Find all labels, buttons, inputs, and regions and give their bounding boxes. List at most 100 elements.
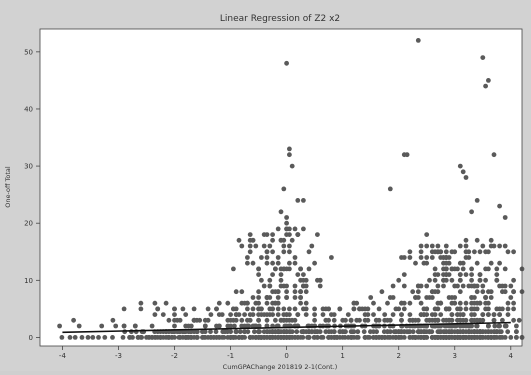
scatter-point xyxy=(191,329,197,335)
scatter-point xyxy=(256,329,261,335)
scatter-point xyxy=(160,312,166,317)
scatter-point xyxy=(390,312,396,317)
scatter-point xyxy=(511,317,516,323)
scatter-point xyxy=(231,266,236,272)
scatter-point xyxy=(169,335,175,340)
scatter-point xyxy=(463,323,469,329)
scatter-point xyxy=(354,335,360,340)
scatter-point xyxy=(401,283,407,289)
scatter-point xyxy=(497,203,502,209)
scatter-point xyxy=(401,300,407,306)
scatter-point xyxy=(245,329,251,335)
scatter-point xyxy=(228,323,234,329)
scatter-point xyxy=(410,317,416,323)
scatter-point xyxy=(477,277,483,283)
scatter-point xyxy=(466,249,472,255)
scatter-point xyxy=(85,335,91,340)
scatter-point xyxy=(261,232,267,238)
scatter-point xyxy=(270,289,275,295)
scatter-point xyxy=(415,283,421,289)
scatter-point xyxy=(432,317,438,323)
scatter-point xyxy=(457,323,463,329)
x-tick-label: 4 xyxy=(509,352,514,360)
scatter-point xyxy=(273,317,278,323)
scatter-point xyxy=(463,243,469,249)
scatter-point xyxy=(284,220,289,226)
scatter-point xyxy=(494,277,500,283)
scatter-point xyxy=(438,335,444,340)
scatter-point xyxy=(264,317,270,323)
scatter-point xyxy=(488,295,494,300)
scatter-point xyxy=(432,277,438,283)
scatter-point xyxy=(138,300,144,306)
scatter-point xyxy=(317,277,323,283)
scatter-point xyxy=(511,300,516,306)
scatter-point xyxy=(256,306,261,312)
scatter-point xyxy=(247,249,253,255)
scatter-point xyxy=(387,317,393,323)
scatter-point xyxy=(511,306,516,312)
scatter-point xyxy=(441,277,446,283)
scatter-point xyxy=(312,317,317,323)
scatter-point xyxy=(491,152,497,158)
scatter-point xyxy=(441,283,446,289)
scatter-point xyxy=(455,335,460,340)
scatter-point xyxy=(497,243,502,249)
scatter-point xyxy=(452,249,458,255)
scatter-point xyxy=(278,209,284,215)
scatter-point xyxy=(256,272,261,277)
scatter-point xyxy=(287,306,292,312)
scatter-point xyxy=(216,323,222,329)
scatter-point xyxy=(278,277,284,283)
scatter-point xyxy=(228,329,234,335)
scatter-point xyxy=(225,300,231,306)
scatter-point xyxy=(387,295,393,300)
scatter-point xyxy=(233,289,239,295)
scatter-point xyxy=(480,243,486,249)
scatter-point xyxy=(200,335,205,340)
x-tick-label: 1 xyxy=(340,352,344,360)
scatter-point xyxy=(284,266,289,272)
scatter-point xyxy=(424,255,430,260)
regression-line xyxy=(62,321,511,334)
scatter-point xyxy=(267,243,273,249)
scatter-point xyxy=(443,249,449,255)
scatter-point xyxy=(413,335,418,340)
scatter-point xyxy=(429,289,435,295)
scatter-point xyxy=(261,335,267,340)
scatter-point xyxy=(514,323,519,329)
scatter-point xyxy=(491,312,497,317)
scatter-point xyxy=(303,312,309,317)
scatter-point xyxy=(281,312,287,317)
scatter-point xyxy=(443,317,449,323)
scatter-point xyxy=(292,306,298,312)
scatter-point xyxy=(446,306,452,312)
scatter-point xyxy=(289,329,295,335)
scatter-point xyxy=(301,283,306,289)
scatter-point xyxy=(252,329,257,335)
scatter-point xyxy=(361,329,367,335)
scatter-point xyxy=(292,255,298,260)
scatter-point xyxy=(463,317,469,323)
scatter-point xyxy=(163,300,169,306)
scatter-point xyxy=(449,300,455,306)
scatter-point xyxy=(287,260,292,266)
scatter-point xyxy=(413,295,418,300)
scatter-point xyxy=(275,306,281,312)
scatter-point xyxy=(250,260,256,266)
scatter-point xyxy=(340,329,346,335)
scatter-point xyxy=(102,335,108,340)
scatter-point xyxy=(295,312,301,317)
scatter-point xyxy=(301,329,306,335)
scatter-point xyxy=(508,283,514,289)
scatter-point xyxy=(270,260,275,266)
scatter-point xyxy=(435,243,441,249)
scatter-point xyxy=(264,295,270,300)
scatter-point xyxy=(158,335,163,340)
scatter-point xyxy=(301,226,306,232)
scatter-point xyxy=(469,272,474,277)
scatter-point xyxy=(407,300,413,306)
scatter-point xyxy=(486,323,491,329)
